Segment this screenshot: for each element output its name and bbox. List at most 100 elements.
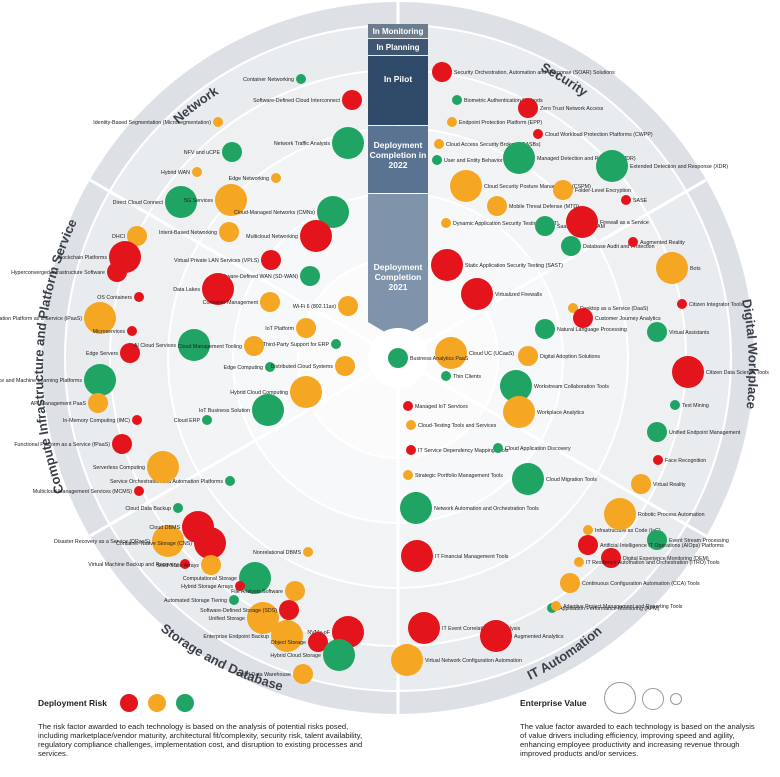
bubble-it-financial-management-tools xyxy=(401,540,433,572)
bubble-network-automation-and-orchestration-tools xyxy=(400,492,432,524)
bubble-it-event-correlation-and-analysis xyxy=(408,612,440,644)
bubble-extended-detection-and-response-xdr xyxy=(596,150,628,182)
label-thin-clients: Thin Clients xyxy=(453,374,481,380)
label-dynamic-application-security-testing-dast: Dynamic Application Security Testing (DA… xyxy=(453,221,559,227)
label-5g-services: 5G Services xyxy=(184,198,213,204)
label-extended-detection-and-response-xdr: Extended Detection and Response (XDR) xyxy=(630,164,728,170)
bubble-automated-storage-tiering xyxy=(229,595,239,605)
label-continuous-configuration-automation-cca-tools: Continuous Configuration Automation (CCA… xyxy=(582,581,700,587)
label-endpoint-protection-platform-epp: Endpoint Protection Platform (EPP) xyxy=(459,120,542,126)
ring-label-pilot: In Pilot xyxy=(384,74,413,84)
bubble-software-defined-wan-sd-wan xyxy=(300,266,320,286)
label-database-audit-and-protection: Database Audit and Protection xyxy=(583,244,655,250)
bubble-cloud-application-discovery xyxy=(493,443,503,453)
bubble-hybrid-cloud-storage xyxy=(323,639,355,671)
label-virtual-network-configuration-automation: Virtual Network Configuration Automation xyxy=(425,658,522,664)
value-legend-title: Enterprise Value xyxy=(520,698,587,708)
bubble-sase xyxy=(621,195,631,205)
bubble-5g-services xyxy=(215,184,247,216)
label-identity-based-segmentation-microsegmentation: Identity-Based Segmentation (Microsegmen… xyxy=(93,120,211,126)
label-robotic-process-automation: Robotic Process Automation xyxy=(638,512,705,518)
bubble-firewall-as-a-service xyxy=(566,206,598,238)
bubble-customer-journey-analytics xyxy=(573,308,593,328)
bubble-hybrid-storage-arrays xyxy=(235,581,245,591)
bubble-text-mining xyxy=(670,400,680,410)
bubble-dynamic-application-security-testing-dast xyxy=(441,218,451,228)
label-adaptive-project-management-and-reporting-tools: Adaptive Project Management and Reportin… xyxy=(563,604,683,610)
bubble-face-recognition xyxy=(653,455,663,465)
bubble-nfv-and-ucpe xyxy=(222,142,242,162)
label-cloud-access-security-brokers-casbs: Cloud Access Security Brokers (CASBs) xyxy=(446,142,541,148)
bubble-continuous-configuration-automation-cca-tools xyxy=(560,573,580,593)
bubble-wi-fi-6-802-11ax xyxy=(338,296,358,316)
bubble-artificial-intelligence-it-operations-aiops-platforms xyxy=(578,535,598,555)
label-virtualized-firewalls: Virtualized Firewalls xyxy=(495,292,542,298)
bubble-container-native-storage-cns xyxy=(194,527,226,559)
label-workstream-collaboration-tools: Workstream Collaboration Tools xyxy=(534,384,609,390)
bubble-endpoint-protection-platform-epp xyxy=(447,117,457,127)
bubble-virtual-assistants xyxy=(647,322,667,342)
bubble-object-storage xyxy=(308,632,328,652)
bubble-desktop-as-a-service-daas xyxy=(568,303,578,313)
label-container-native-storage-cns: Container-Native Storage (CNS) xyxy=(116,541,192,547)
bubble-cloud-uc-ucaas xyxy=(435,337,467,369)
bubble-zero-trust-network-access xyxy=(518,98,538,118)
value-circle-large xyxy=(604,682,636,714)
risk-dot-orange xyxy=(148,694,166,712)
bubble-cloud-workload-protection-platforms-cwpp xyxy=(533,129,543,139)
bubble-thin-clients xyxy=(441,371,451,381)
label-it-financial-management-tools: IT Financial Management Tools xyxy=(435,554,509,560)
bubble-software-defined-storage-sds xyxy=(279,600,299,620)
bubble-unified-endpoint-management xyxy=(647,422,667,442)
label-desktop-as-a-service-daas: Desktop as a Service (DaaS) xyxy=(580,306,649,312)
label-direct-cloud-connect: Direct Cloud Connect xyxy=(113,200,164,206)
label-it-service-dependency-mapping-tools: IT Service Dependency Mapping Tools xyxy=(418,448,509,454)
bubble-multicloud-management-services-mcms xyxy=(134,486,144,496)
label-file-analysis-software: File Analysis Software xyxy=(231,589,283,595)
bubble-iot-platform xyxy=(296,318,316,338)
bubble-intent-based-networking xyxy=(219,222,239,242)
bubble-network-traffic-analysis xyxy=(332,127,364,159)
label-hybrid-storage-arrays: Hybrid Storage Arrays xyxy=(181,584,233,590)
label-digital-experience-monitoring-dem: Digital Experience Monitoring (DEM) xyxy=(623,556,709,562)
bubble-user-and-entity-behavior-analytics xyxy=(432,155,442,165)
label-blockchain-platforms: Blockchain Platforms xyxy=(58,255,108,261)
label-nfv-and-ucpe: NFV and uCPE xyxy=(184,150,221,156)
bubble-distributed-cloud-systems xyxy=(335,356,355,376)
risk-dot-red xyxy=(120,694,138,712)
label-microservices: Microservices xyxy=(93,329,126,335)
bubble-it-service-dependency-mapping-tools xyxy=(406,445,416,455)
bubble-api-management-paas xyxy=(88,393,108,413)
label-firewall-as-a-service: Firewall as a Service xyxy=(600,220,649,226)
bubble-security-orchestration-automation-and-response-soar-solutions xyxy=(432,62,452,82)
bubble-container-networking xyxy=(296,74,306,84)
bubble-hybrid-wan xyxy=(192,167,202,177)
label-managed-iot-services: Managed IoT Services xyxy=(415,404,468,410)
bubble-augmented-analytics xyxy=(480,620,512,652)
bubble-edge-servers xyxy=(120,343,140,363)
label-citizen-data-science-tools: Citizen Data Science Tools xyxy=(706,370,769,376)
bubble-container-management xyxy=(260,292,280,312)
bubble-robotic-process-automation xyxy=(604,498,636,530)
bubble-in-memory-computing-imc xyxy=(132,415,142,425)
bubble-cloud-erp xyxy=(202,415,212,425)
bubble-mobile-threat-defense-mtd xyxy=(487,196,507,216)
label-multicloud-management-services-mcms: Multicloud Management Services (MCMS) xyxy=(33,489,132,495)
label-edge-networking: Edge Networking xyxy=(229,176,269,182)
label-augmented-analytics: Augmented Analytics xyxy=(514,634,564,640)
bubble-augmented-reality xyxy=(628,237,638,247)
bubble-citizen-integrator-tools xyxy=(677,299,687,309)
label-cloud-application-discovery: Cloud Application Discovery xyxy=(505,446,571,452)
bubble-biometric-authentication-methods xyxy=(452,95,462,105)
label-distributed-cloud-systems: Distributed Cloud Systems xyxy=(271,364,334,370)
risk-legend: Deployment Risk The risk factor awarded … xyxy=(38,694,368,758)
bubble-workplace-analytics xyxy=(503,396,535,428)
bubble-cloud-security-posture-management-cspm xyxy=(450,170,482,202)
label-network-traffic-analysis: Network Traffic Analysis xyxy=(274,141,330,147)
label-functional-platform-as-a-service-fpaas: Functional Platform as a Service (fPaaS) xyxy=(14,442,110,448)
label-it-event-correlation-and-analysis: IT Event Correlation and Analysis xyxy=(442,626,521,632)
label-infrastructure-as-code-iac: Infrastructure as Code (IaC) xyxy=(595,528,661,534)
label-computational-storage: Computational Storage xyxy=(183,576,237,582)
value-circle-medium xyxy=(642,688,664,710)
label-container-networking: Container Networking xyxy=(243,77,294,83)
